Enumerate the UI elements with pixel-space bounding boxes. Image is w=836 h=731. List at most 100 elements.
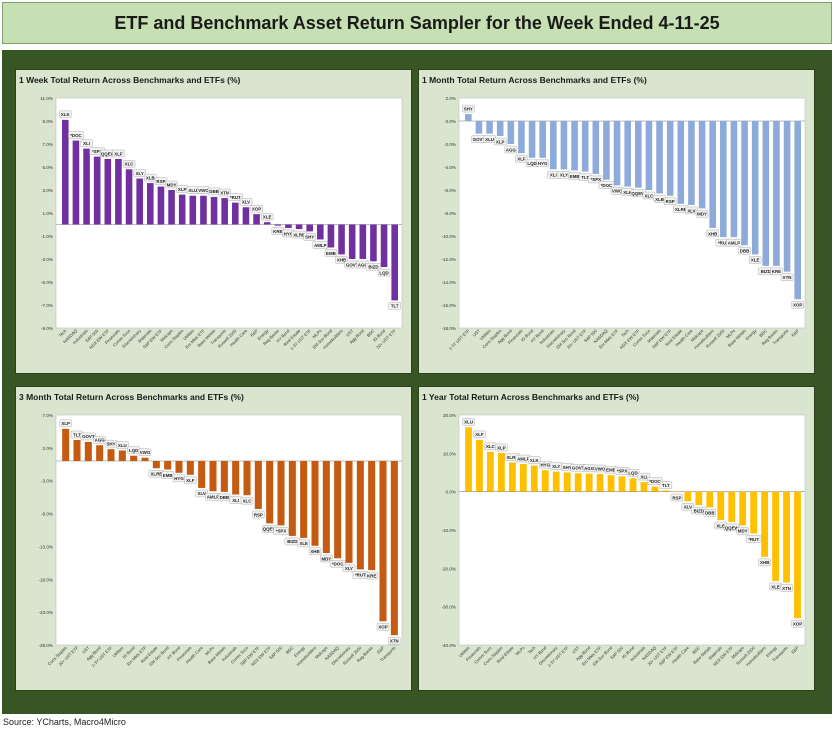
y-tick-label: -23.0% — [38, 610, 53, 615]
ticker-label: *DOC — [649, 479, 661, 484]
ticker-label: *RUT — [718, 240, 729, 245]
ticker-label-box — [758, 558, 771, 567]
bar — [677, 121, 685, 204]
ticker-label-box — [112, 149, 125, 158]
y-tick-label: 5.0% — [43, 165, 53, 170]
bar — [96, 445, 104, 461]
ticker-label: XLB — [655, 197, 664, 202]
ticker-label-box — [780, 584, 793, 592]
bar — [210, 196, 218, 225]
bar — [200, 195, 207, 225]
y-tick-label: -16.0% — [441, 303, 456, 308]
bar — [72, 140, 80, 225]
ticker-label-box — [647, 477, 663, 485]
bar — [118, 450, 126, 461]
ticker-label: HYG — [284, 231, 294, 236]
y-tick-label: -3.0% — [41, 257, 53, 262]
ticker-label-box — [637, 472, 651, 481]
ticker-label: TLT — [73, 432, 81, 437]
bar — [508, 462, 516, 492]
category-label: UST — [571, 645, 581, 655]
ticker-label: XLY — [552, 464, 560, 469]
bar — [370, 224, 377, 262]
ticker-label: QQEW — [101, 151, 116, 156]
bar — [487, 451, 494, 492]
bar — [152, 461, 160, 469]
bar — [794, 491, 801, 619]
category-label: BDC — [285, 645, 295, 655]
y-tick-label: -9.0% — [41, 326, 53, 331]
category-label: MLPs — [311, 328, 322, 339]
bar — [552, 471, 560, 492]
bar — [253, 214, 260, 225]
bar — [530, 465, 538, 492]
chart-svg: 11.0% 9.0% 7.0% 5.0% 3.0% 1.0% -1.0% -3.0% -5.0%… — [40, 96, 403, 351]
ticker-label: XLK — [623, 190, 633, 195]
bar — [274, 224, 282, 226]
bar — [751, 121, 759, 255]
category-label: E&P — [790, 328, 800, 338]
chart-svg: 20.0% 10.0% 0.0% -10.0% -20.0% -30.0% -40.0% XL… — [441, 413, 806, 668]
bar — [651, 486, 659, 492]
chart-1-year: 1 Year Total Return Across Benchmarks an… — [418, 386, 815, 691]
ticker-label: LQD — [527, 161, 536, 166]
ticker-label-box — [663, 197, 677, 205]
bar — [107, 449, 115, 461]
bar — [62, 119, 69, 225]
ticker-label: EMB — [606, 467, 616, 472]
y-tick-label: -13.0% — [38, 544, 53, 549]
ticker-label: RSP — [672, 495, 681, 500]
bar — [277, 461, 285, 526]
ticker-label: AGG — [584, 466, 595, 471]
bar — [613, 121, 621, 186]
ticker-label: XOP — [252, 206, 261, 211]
ticker-label: VWO — [595, 466, 606, 471]
ticker-label: *DOC — [70, 133, 82, 138]
bar — [563, 472, 571, 492]
ticker-label-box — [239, 198, 253, 206]
ticker-label: *RUT — [230, 195, 241, 200]
bar — [368, 461, 376, 571]
ticker-label: BIZD — [694, 508, 704, 513]
bar — [209, 461, 217, 492]
y-tick-label: 3.0% — [43, 188, 53, 193]
ticker-label: EMB — [163, 473, 173, 478]
bar — [295, 224, 303, 230]
y-tick-label: -30.0% — [441, 605, 456, 610]
ticker-label: GOVT — [82, 434, 95, 439]
ticker-label-box — [297, 539, 310, 548]
category-label: MLPs — [514, 645, 525, 656]
bar — [607, 475, 615, 492]
bar — [635, 121, 642, 188]
bar — [486, 121, 493, 134]
ticker-label: RSP — [254, 512, 263, 517]
ticker-label: XLRE — [506, 455, 518, 460]
ticker-label: XTN — [783, 275, 792, 280]
bar — [168, 190, 175, 225]
ticker-label: *RUT — [355, 573, 366, 578]
ticker-label-box — [695, 210, 709, 218]
bar — [783, 121, 791, 272]
bar — [624, 121, 631, 187]
y-tick-label: 0.0% — [446, 119, 456, 124]
category-label: MLPs — [725, 328, 736, 339]
bar — [519, 464, 527, 492]
ticker-label: XLC — [243, 498, 253, 503]
ticker-label-box — [745, 535, 762, 543]
ticker-label: XLI — [550, 173, 557, 178]
ticker-label: GOVT — [473, 137, 486, 142]
ticker-label-box — [681, 503, 695, 511]
bar — [750, 491, 758, 534]
ticker-label: EMB — [570, 174, 580, 179]
bar — [300, 461, 308, 538]
y-tick-label: 11.0% — [40, 96, 53, 101]
ticker-label: XLI — [83, 141, 90, 146]
ticker-label-box — [320, 554, 333, 563]
ticker-label-box — [748, 256, 762, 264]
category-label: Tech — [527, 645, 537, 655]
y-tick-label: -8.0% — [41, 512, 53, 517]
ticker-label-box — [388, 636, 401, 645]
ticker-label: XLRE — [293, 232, 305, 237]
bar — [356, 461, 364, 570]
ticker-label: EMB — [326, 251, 336, 256]
